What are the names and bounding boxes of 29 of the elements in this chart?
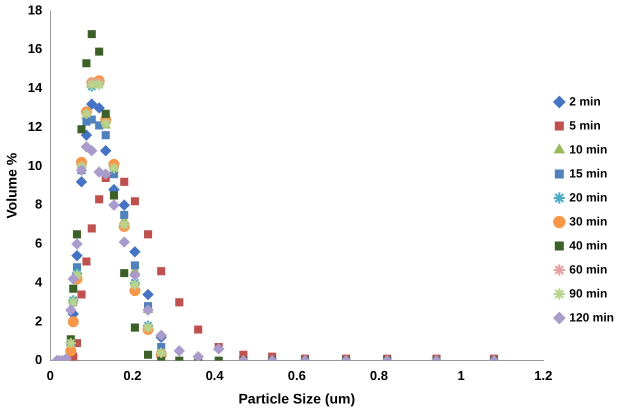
legend-label: 120 min — [569, 310, 614, 324]
x-tick-label: 1 — [458, 368, 465, 383]
y-tick-label: 16 — [28, 41, 42, 56]
y-tick-label: 6 — [35, 236, 42, 251]
y-tick-label: 2 — [35, 313, 42, 328]
x-axis-title: Particle Size (um) — [238, 390, 356, 406]
legend-label: 10 min — [569, 142, 608, 156]
legend-label: 40 min — [569, 238, 608, 252]
x-tick-label: 0.8 — [370, 368, 388, 383]
x-tick-label: 0.4 — [206, 368, 224, 383]
y-tick-label: 12 — [28, 118, 42, 134]
y-tick-label: 8 — [35, 196, 42, 212]
legend-label: 60 min — [569, 262, 608, 276]
x-tick-label: 0.2 — [123, 368, 142, 383]
x-tick-label: 0 — [46, 368, 54, 383]
legend-label: 5 min — [569, 118, 601, 132]
y-tick-label: 18 — [28, 2, 42, 18]
y-tick-label: 14 — [28, 80, 44, 96]
y-tick-label: 4 — [35, 274, 44, 290]
legend-label: 30 min — [569, 214, 608, 228]
legend-label: 15 min — [569, 166, 608, 180]
x-tick-label: 0.6 — [288, 368, 306, 383]
y-tick-label: 10 — [28, 158, 42, 173]
legend-label: 20 min — [569, 190, 608, 204]
legend-label: 90 min — [569, 286, 608, 300]
legend-label: 2 min — [569, 94, 601, 108]
x-tick-label: 1.2 — [534, 368, 552, 383]
y-axis-title: Volume % — [3, 152, 20, 219]
y-tick-label: 0 — [35, 352, 42, 368]
